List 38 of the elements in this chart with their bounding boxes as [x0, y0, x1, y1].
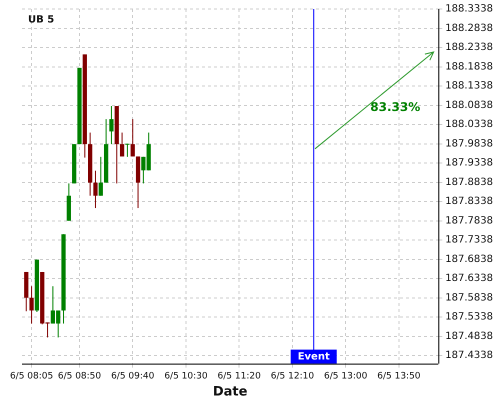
y-tick-label: 187.9838	[445, 138, 494, 150]
candlestick	[130, 118, 135, 157]
x-axis-title: Date	[212, 384, 248, 400]
candlestick	[120, 132, 124, 157]
x-tick-label: 6/5 13:00	[324, 371, 368, 382]
y-tick-label: 187.8338	[445, 196, 494, 208]
ref-line-label: Event	[298, 352, 330, 363]
text: UB 5	[28, 14, 54, 26]
x-tick-label: 6/5 12:10	[270, 371, 314, 382]
y-tick-label: 188.0838	[445, 100, 494, 111]
y-tick-label: 187.4838	[445, 330, 494, 342]
x-tick-label: 6/5 10:30	[164, 371, 208, 382]
y-tick-label: 188.1338	[445, 80, 494, 92]
x-tick-label: 6/5 11:20	[218, 371, 262, 382]
x-tick-label: 6/5 08:50	[58, 371, 102, 382]
y-tick-label: 187.8838	[445, 176, 494, 188]
x-tick-label: 6/5 09:40	[111, 371, 155, 382]
candlestick	[29, 286, 34, 324]
y-tick-label: 187.9338	[445, 158, 494, 169]
x-tick-label: 6/5 08:05	[10, 371, 54, 382]
candlestick	[125, 143, 130, 158]
y-tick-label: 187.5338	[445, 312, 494, 323]
candlestick	[109, 106, 114, 145]
x-tick-label: 6/5 13:50	[377, 371, 421, 382]
y-tick-label: 188.2338	[445, 42, 494, 54]
y-tick-label: 187.6338	[445, 273, 494, 284]
y-tick-label: 187.5838	[445, 292, 494, 304]
y-tick-label: 187.4338	[445, 350, 494, 362]
candlestick	[93, 170, 98, 209]
y-tick-label: 187.7838	[445, 215, 494, 226]
y-tick-label: 187.6838	[445, 254, 494, 265]
y-tick-label: 188.1838	[445, 61, 494, 72]
y-tick-label: 188.2838	[445, 22, 494, 34]
y-tick-label: 187.7338	[445, 234, 494, 246]
y-tick-label: 188.3338	[445, 4, 494, 15]
candlestick	[98, 156, 103, 196]
y-tick-label: 188.0338	[445, 119, 494, 130]
annotation: 83.33%	[370, 100, 420, 114]
